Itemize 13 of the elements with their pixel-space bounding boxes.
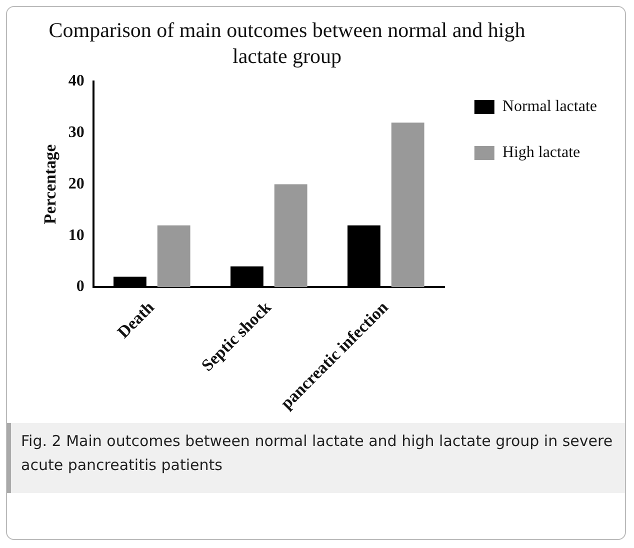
chart-title: Comparison of main outcomes between normal and high lactate group — [48, 17, 526, 69]
caption: Fig. 2 Main outcomes between normal lactate and high lactate group in severe acute pancreatitis patients — [7, 423, 625, 493]
y-tick-label: 20 — [68, 175, 84, 192]
y-tick-label: 40 — [68, 72, 84, 90]
y-axis-title: Percentage — [40, 144, 60, 224]
y-tick-label: 10 — [68, 226, 84, 244]
bar — [274, 184, 308, 287]
legend-label: Normal lactate — [502, 98, 598, 116]
bar — [391, 122, 424, 287]
y-tick-label: 30 — [68, 124, 84, 142]
y-tick-label: 0 — [76, 278, 84, 296]
legend-label: High lactate — [502, 144, 580, 162]
bar — [157, 225, 190, 287]
